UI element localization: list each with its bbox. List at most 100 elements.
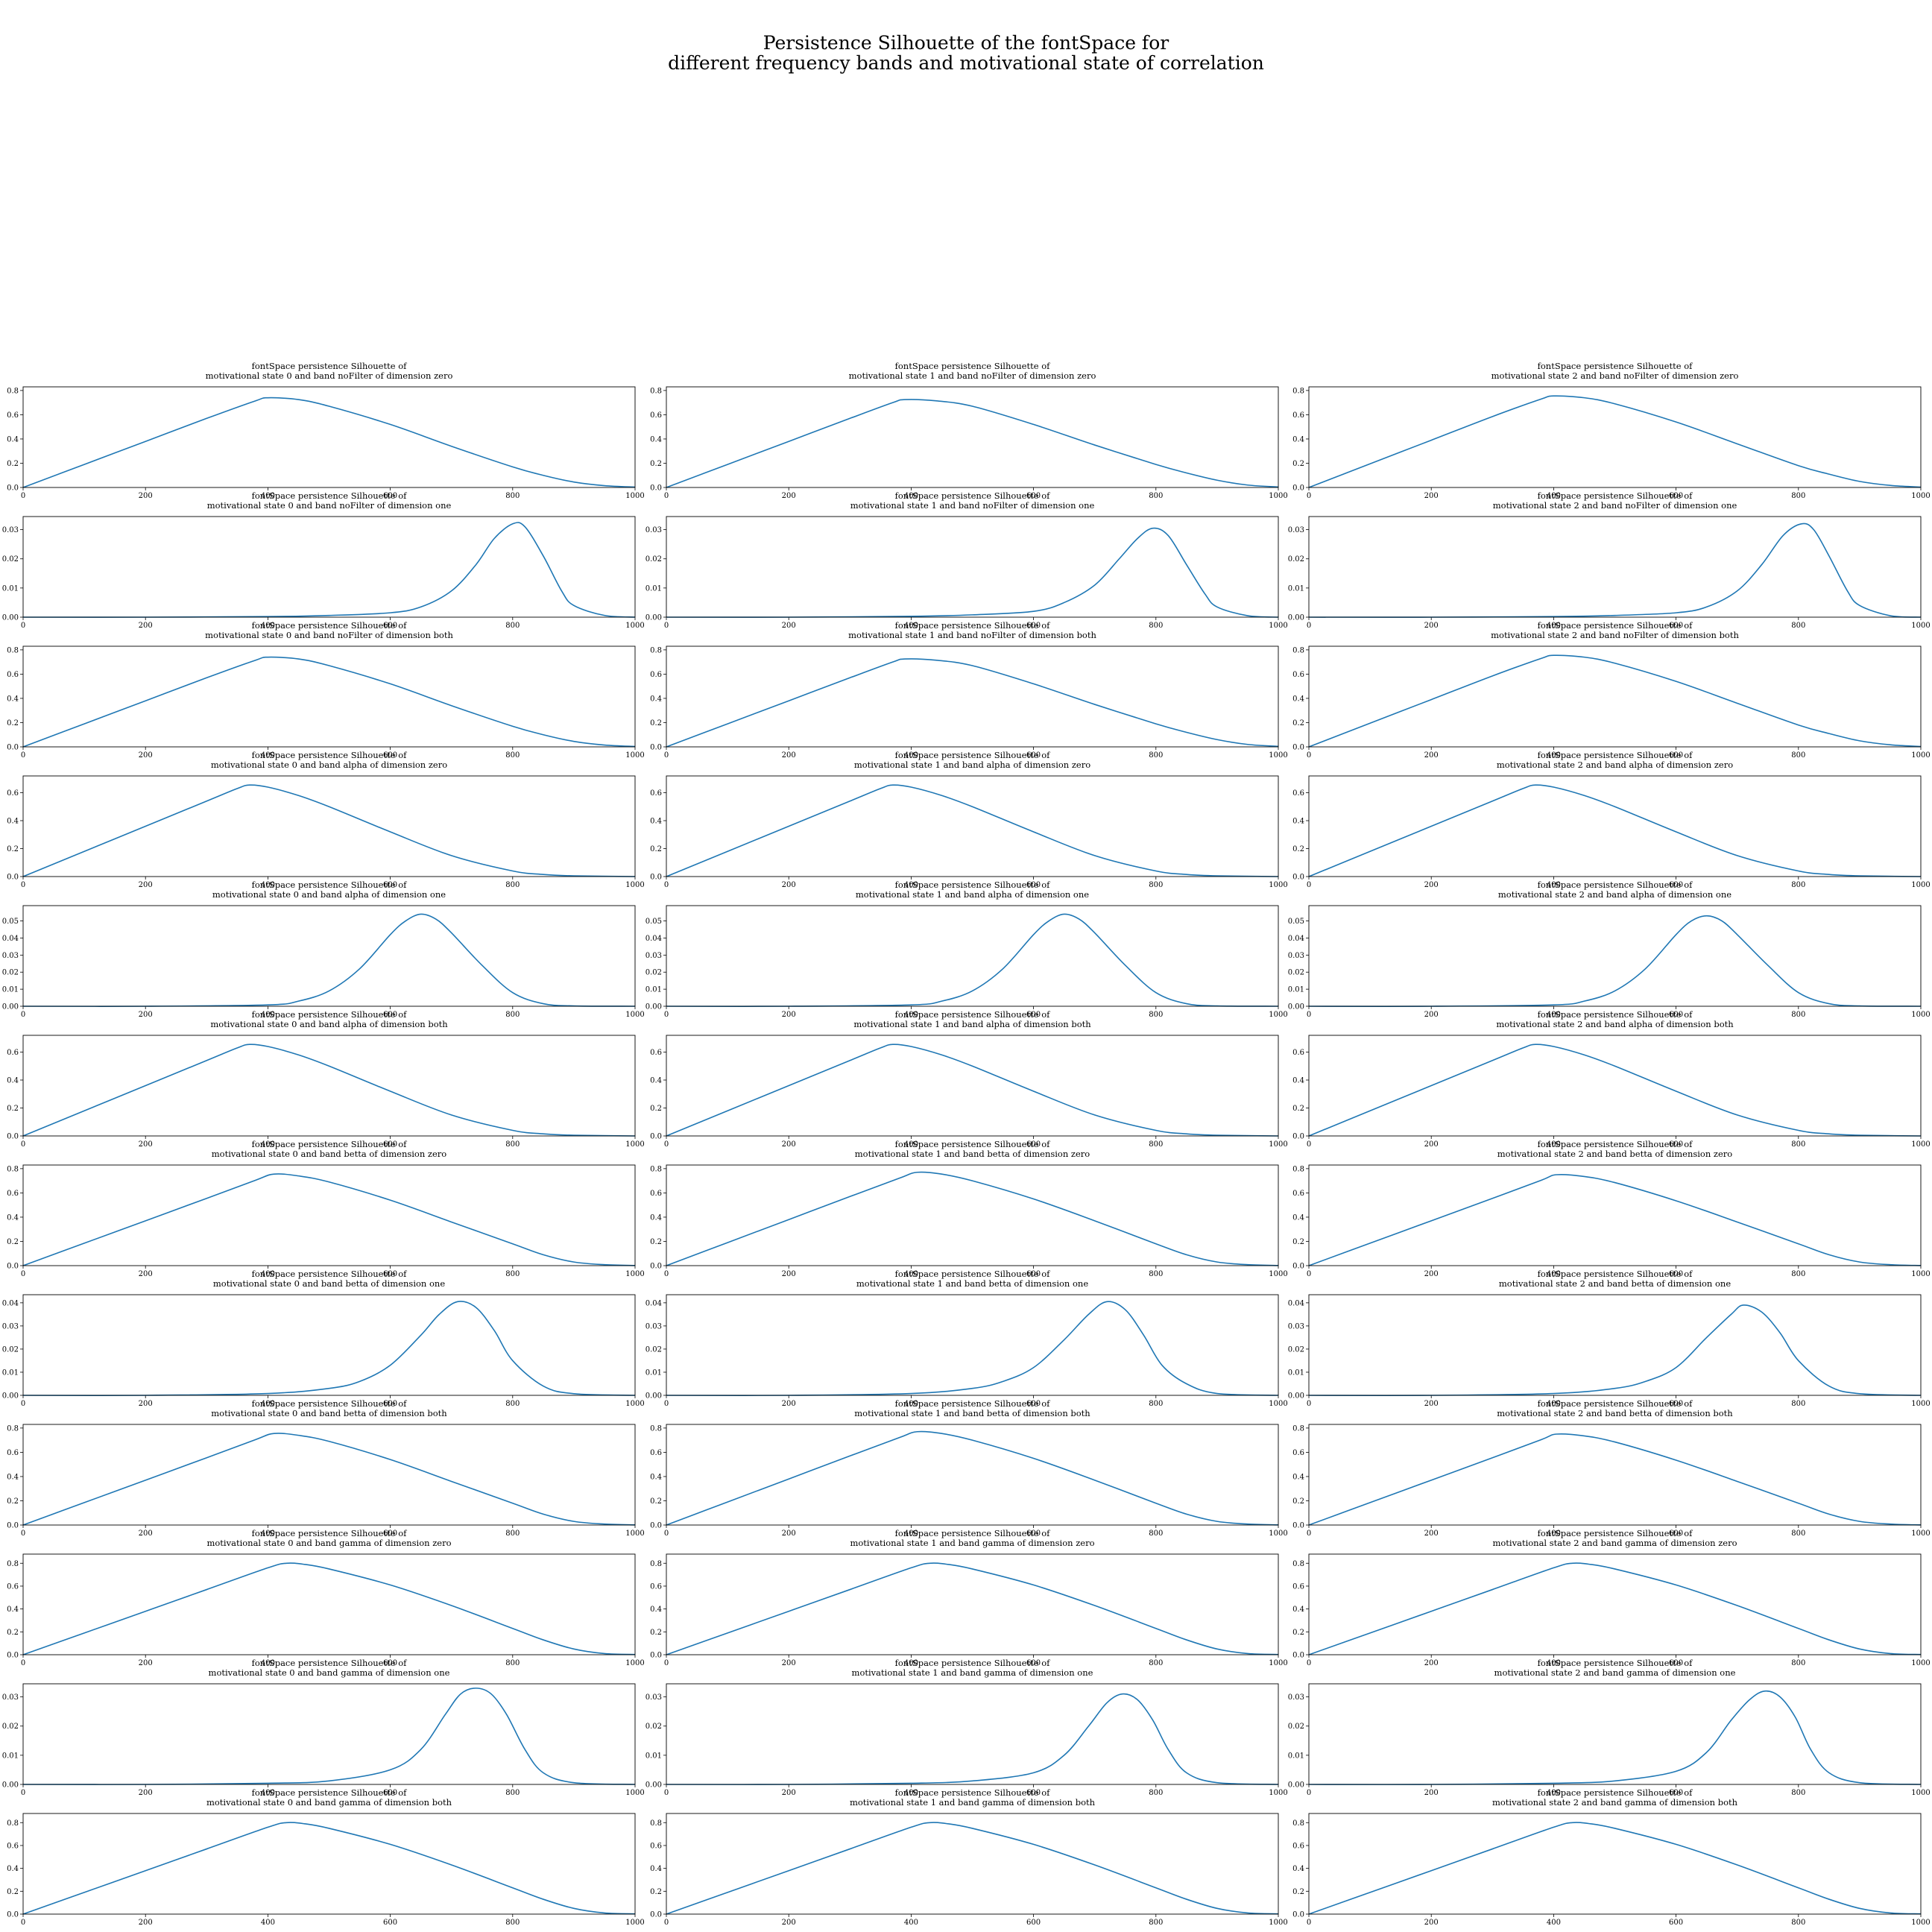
- subplot-19: fontSpace persistence Silhouette ofmotiv…: [7, 1139, 645, 1278]
- y-tick-label: 0.2: [650, 1888, 662, 1896]
- plot-frame: [22, 1424, 636, 1526]
- x-tick-label: 1000: [1269, 881, 1287, 889]
- x-tick-label: 0: [21, 1011, 25, 1019]
- x-tick-label: 1000: [625, 1919, 644, 1927]
- y-tick-label: 0.0: [7, 1133, 19, 1141]
- x-tick-label: 200: [782, 1270, 796, 1278]
- y-tick-label: 0.0: [7, 1522, 19, 1530]
- y-tick-label: 0.4: [650, 1213, 662, 1222]
- x-tick-label: 1000: [1911, 1140, 1930, 1149]
- silhouette-line: [22, 1822, 636, 1915]
- subplot-title-line: motivational state 2 and band alpha of d…: [1496, 1019, 1734, 1029]
- silhouette-line: [1308, 1562, 1922, 1655]
- x-tick-label: 400: [904, 1400, 918, 1408]
- y-tick-label: 0.6: [1292, 1049, 1304, 1057]
- subplot-title-line: fontSpace persistence Silhouette of: [252, 490, 407, 501]
- plot-frame: [22, 1035, 636, 1137]
- x-tick-label: 400: [261, 751, 275, 760]
- x-tick-label: 1000: [625, 622, 644, 630]
- plot-frame: [22, 775, 636, 877]
- y-tick-label: 0.01: [645, 1368, 662, 1377]
- y-tick-label: 0.8: [650, 1819, 662, 1828]
- x-tick-label: 400: [261, 881, 275, 889]
- y-tick-label: 0.8: [7, 1819, 19, 1828]
- x-tick-label: 1000: [625, 1011, 644, 1019]
- x-tick-label: 600: [1669, 1011, 1683, 1019]
- subplot-title-line: fontSpace persistence Silhouette of: [252, 880, 407, 890]
- subplot-1: fontSpace persistence Silhouette ofmotiv…: [7, 361, 645, 500]
- y-tick-label: 0.02: [1288, 555, 1304, 564]
- subplot-title-line: fontSpace persistence Silhouette of: [252, 1787, 407, 1798]
- x-tick-label: 200: [1424, 881, 1439, 889]
- y-tick-label: 0.05: [2, 918, 19, 926]
- subplot-title-line: motivational state 2 and band noFilter o…: [1493, 500, 1737, 511]
- x-tick-label: 0: [664, 1530, 669, 1538]
- silhouette-line: [1308, 523, 1922, 618]
- y-tick-label: 0.02: [645, 969, 662, 977]
- x-tick-label: 600: [1026, 492, 1041, 500]
- x-tick-label: 1000: [625, 751, 644, 760]
- silhouette-line: [1308, 1174, 1922, 1266]
- subplot-27: fontSpace persistence Silhouette ofmotiv…: [1292, 1398, 1931, 1538]
- x-tick-label: 1000: [1911, 492, 1930, 500]
- subplot-title-line: fontSpace persistence Silhouette of: [895, 1398, 1050, 1409]
- plot-frame: [22, 1683, 636, 1785]
- subplot-title-line: motivational state 0 and band gamma of d…: [206, 1538, 451, 1548]
- subplot-22: fontSpace persistence Silhouette ofmotiv…: [2, 1269, 645, 1408]
- y-tick-label: 0.2: [1292, 460, 1304, 468]
- plot-frame: [1308, 1813, 1922, 1915]
- x-tick-label: 0: [21, 492, 25, 500]
- x-tick-label: 200: [1424, 1919, 1439, 1927]
- x-tick-label: 600: [383, 1659, 397, 1667]
- plot-frame: [1308, 1294, 1922, 1396]
- silhouette-line: [666, 1301, 1279, 1396]
- x-tick-label: 400: [1547, 1011, 1561, 1019]
- x-tick-label: 800: [505, 881, 520, 889]
- subplot-2: fontSpace persistence Silhouette ofmotiv…: [650, 361, 1288, 500]
- subplot-title-line: fontSpace persistence Silhouette of: [1538, 490, 1693, 501]
- x-tick-label: 800: [1791, 1011, 1805, 1019]
- subplot-15: fontSpace persistence Silhouette ofmotiv…: [1288, 880, 1931, 1019]
- subplot-title-line: motivational state 0 and band alpha of d…: [210, 1019, 448, 1029]
- x-tick-label: 0: [664, 1270, 669, 1278]
- y-tick-label: 0.00: [1288, 1781, 1304, 1790]
- silhouette-line: [1308, 654, 1922, 748]
- subplot-title-line: motivational state 2 and band betta of d…: [1497, 1149, 1732, 1159]
- x-tick-label: 200: [1424, 1659, 1439, 1667]
- subplot-title-line: fontSpace persistence Silhouette of: [895, 1139, 1050, 1149]
- subplot-title-line: motivational state 0 and band noFilter o…: [207, 500, 452, 511]
- plot-frame: [666, 386, 1279, 488]
- x-tick-label: 600: [1669, 1789, 1683, 1797]
- y-tick-label: 0.2: [650, 1497, 662, 1506]
- x-tick-label: 600: [383, 1530, 397, 1538]
- y-tick-label: 0.2: [1292, 719, 1304, 727]
- y-tick-label: 0.02: [2, 1723, 19, 1731]
- x-tick-label: 0: [664, 1789, 669, 1797]
- x-tick-label: 200: [782, 1011, 796, 1019]
- y-tick-label: 0.03: [1288, 952, 1304, 960]
- x-tick-label: 0: [1307, 622, 1311, 630]
- y-tick-label: 0.8: [650, 1424, 662, 1433]
- y-tick-label: 0.8: [1292, 1424, 1304, 1433]
- x-tick-label: 200: [139, 1919, 153, 1927]
- plot-frame: [666, 905, 1279, 1007]
- y-tick-label: 0.01: [645, 986, 662, 994]
- subplot-title-line: motivational state 0 and band betta of d…: [212, 1149, 446, 1159]
- x-tick-label: 800: [1791, 622, 1805, 630]
- subplot-21: fontSpace persistence Silhouette ofmotiv…: [1292, 1139, 1931, 1278]
- x-tick-label: 600: [1669, 881, 1683, 889]
- y-tick-label: 0.6: [7, 1049, 19, 1057]
- x-tick-label: 400: [261, 1140, 275, 1149]
- y-tick-label: 0.4: [1292, 695, 1304, 703]
- y-tick-label: 0.6: [650, 789, 662, 798]
- y-tick-label: 0.4: [1292, 1473, 1304, 1481]
- y-tick-label: 0.2: [7, 1497, 19, 1506]
- x-tick-label: 400: [1547, 1789, 1561, 1797]
- y-tick-label: 0.6: [1292, 671, 1304, 679]
- subplot-title-line: motivational state 1 and band betta of d…: [855, 1149, 1090, 1159]
- subplot-title-line: fontSpace persistence Silhouette of: [895, 1009, 1050, 1020]
- subplot-4: fontSpace persistence Silhouette ofmotiv…: [2, 490, 645, 630]
- plot-frame: [1308, 775, 1922, 877]
- y-tick-label: 0.8: [1292, 1819, 1304, 1828]
